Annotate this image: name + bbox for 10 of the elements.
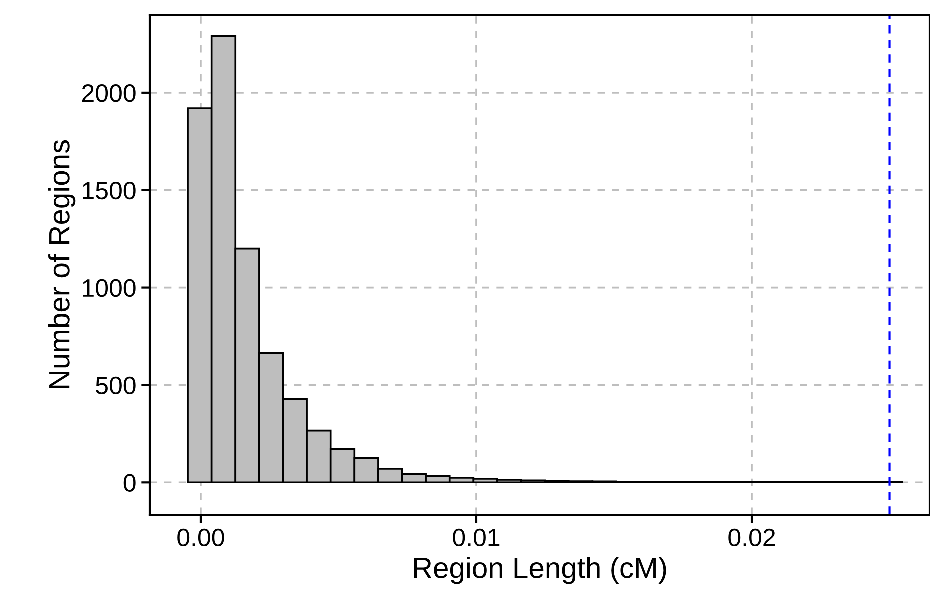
y-tick-label: 1500 <box>83 182 136 200</box>
y-tick-label: 2000 <box>82 84 136 102</box>
x-axis-title: Region Length (cM) <box>414 557 666 584</box>
x-tick-label: 0.00 <box>178 528 224 547</box>
y-tick-label: 500 <box>96 376 136 395</box>
y-tick-label: 0 <box>124 474 136 492</box>
x-tick-label: 0.02 <box>728 528 776 547</box>
x-tick-label: 0.01 <box>453 528 500 547</box>
y-tick-label: 1000 <box>83 279 136 298</box>
y-axis-title: Number of Regions <box>48 140 76 388</box>
